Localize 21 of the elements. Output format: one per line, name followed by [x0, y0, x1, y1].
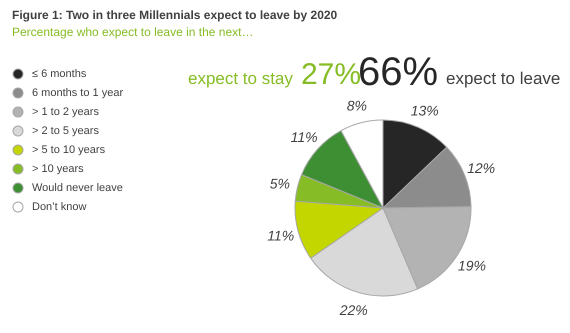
legend-label: Would never leave	[32, 182, 123, 194]
data-label: 22%	[338, 302, 368, 318]
text: expect to stay	[188, 69, 293, 88]
chart-subtitle: Percentage who expect to leave in the next…	[12, 25, 254, 39]
data-label: 8%	[346, 97, 368, 114]
chart-title: Figure 1: Two in three Millennials expect to leave by 2020	[12, 8, 338, 22]
text: 27%	[301, 58, 362, 91]
legend-label: ≤ 6 months	[32, 68, 86, 80]
data-label: 5%	[270, 175, 290, 192]
data-label: 12%	[467, 160, 496, 176]
text: expect to leave	[446, 69, 560, 88]
data-label: 19%	[458, 258, 486, 274]
legend-label: 6 months to 1 year	[32, 86, 124, 98]
data-label: 13%	[410, 102, 439, 119]
legend-label: > 2 to 5 years	[32, 124, 99, 136]
legend-label: Don’t know	[32, 200, 86, 212]
legend-label: > 1 to 2 years	[32, 106, 99, 118]
legend-label: > 10 years	[32, 162, 84, 174]
data-label: 11%	[290, 129, 318, 146]
legend-label: > 5 to 10 years	[32, 144, 106, 156]
data-label: 11%	[267, 228, 294, 244]
